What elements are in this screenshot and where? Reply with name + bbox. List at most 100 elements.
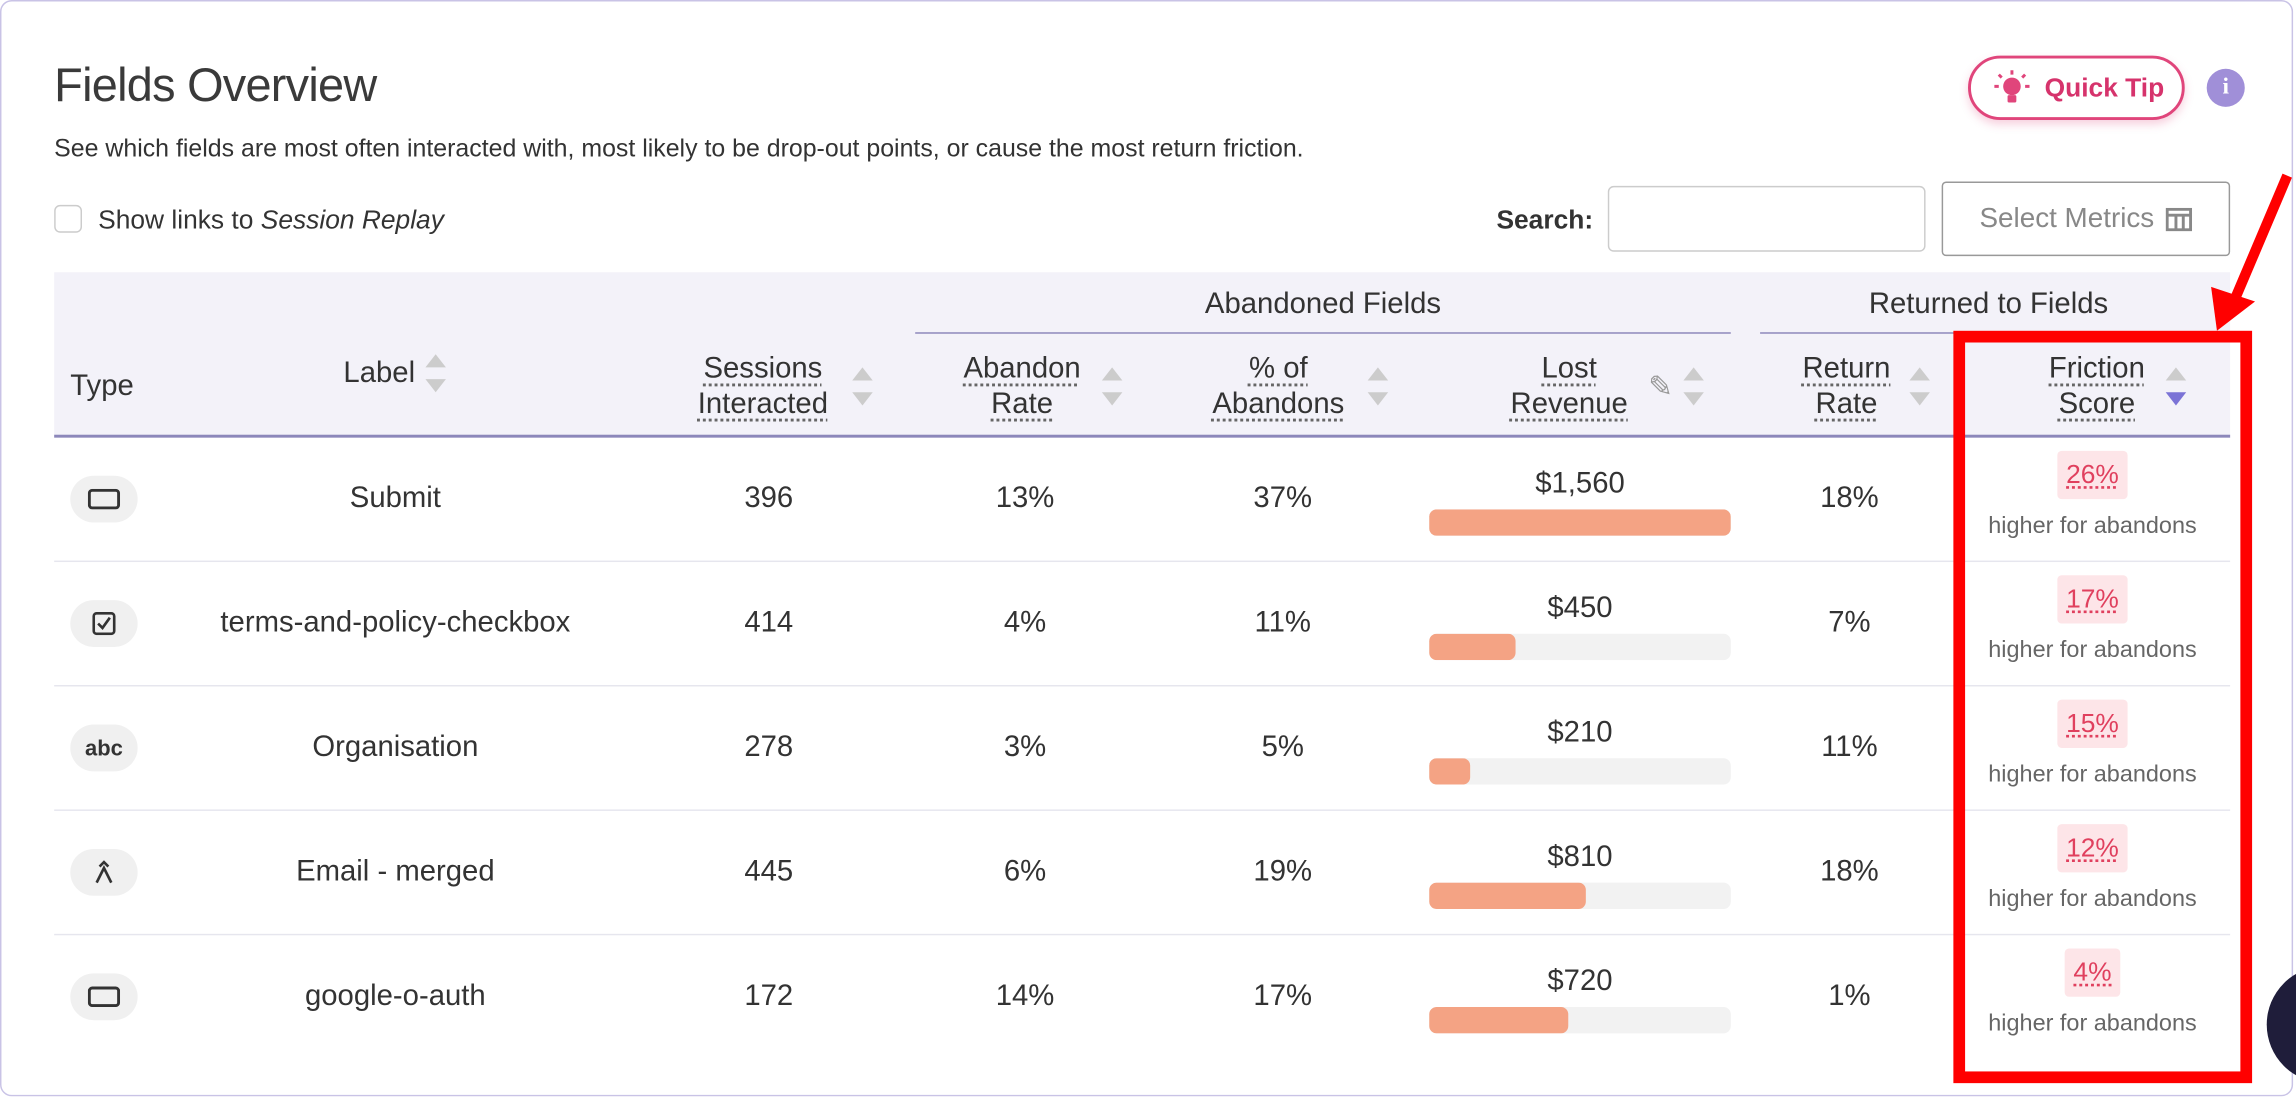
session-replay-option: Show links to Session Replay — [98, 205, 444, 236]
column-title: % of Abandons — [1212, 352, 1345, 421]
cell-label: Organisation — [312, 731, 479, 764]
sort-icon[interactable] — [1682, 364, 1705, 408]
cell-sessions: 396 — [744, 482, 794, 515]
option-text: Show links to — [98, 204, 254, 235]
lost-revenue: $1,560 — [1535, 467, 1625, 500]
column-title: Abandon Rate — [963, 352, 1081, 421]
lost-revenue: $210 — [1547, 716, 1613, 749]
description: See which fields are most often interact… — [54, 134, 1304, 163]
lost-revenue: $810 — [1547, 840, 1613, 874]
type-icon — [70, 848, 138, 896]
revenue-bar — [1429, 1007, 1569, 1034]
cell-return-rate: 18% — [1820, 482, 1879, 515]
sort-icon[interactable] — [1366, 364, 1389, 408]
column-title: Lost Revenue — [1510, 352, 1628, 421]
column-header: Label — [343, 351, 447, 395]
type-icon — [70, 600, 138, 647]
cell-sessions: 414 — [744, 606, 794, 639]
cell-label: Email - merged — [296, 855, 495, 888]
column-header: Friction Score — [2038, 351, 2187, 421]
select-metrics-button[interactable]: Select Metrics — [1941, 181, 2231, 257]
column-title: Friction Score — [2048, 352, 2145, 421]
friction-note: higher for abandons — [1988, 762, 2197, 788]
bar-track — [1429, 509, 1731, 536]
lost-revenue: $450 — [1547, 592, 1613, 625]
cell-abandon-rate: 6% — [1003, 855, 1047, 888]
cell-sessions: 278 — [744, 731, 794, 764]
cell-return-rate: 7% — [1828, 606, 1871, 639]
friction-score: 12% — [2057, 824, 2128, 873]
cell-label: Submit — [349, 482, 441, 515]
select-metrics-label: Select Metrics — [1979, 202, 2155, 234]
sort-icon[interactable] — [2164, 364, 2187, 408]
bar-track — [1429, 1007, 1731, 1034]
type-icon — [70, 475, 138, 523]
revenue-bar — [1429, 882, 1586, 909]
title: Fields Overview — [54, 58, 377, 112]
type-icon — [70, 973, 138, 1021]
column-header: Abandon Rate — [953, 351, 1124, 421]
type-icon: abc — [70, 724, 138, 772]
cell-label: google-o-auth — [304, 979, 486, 1013]
column-title: Sessions Interacted — [697, 352, 829, 421]
group-rule — [915, 332, 1731, 334]
bulb-icon — [1994, 70, 2030, 103]
cell-sessions: 445 — [744, 855, 794, 888]
friction-note: higher for abandons — [1988, 513, 2197, 539]
column-header: Sessions Interacted — [684, 351, 874, 421]
sort-icon[interactable] — [424, 351, 447, 395]
cell-pct-abandons: 5% — [1261, 731, 1304, 764]
cell-sessions: 172 — [744, 979, 794, 1013]
info-icon[interactable]: i — [2206, 68, 2245, 107]
search-label: Search: — [1496, 204, 1594, 235]
column-title: Type — [70, 370, 134, 403]
checkbox[interactable] — [54, 204, 83, 233]
sort-icon[interactable] — [851, 364, 874, 408]
cell-abandon-rate: 4% — [1003, 606, 1047, 639]
cell-return-rate: 18% — [1820, 855, 1879, 888]
friction-score: 26% — [2057, 450, 2128, 500]
group-header: Returned to Fields — [1868, 288, 2109, 321]
row-separator — [54, 685, 2231, 687]
revenue-bar — [1429, 633, 1517, 661]
cell-abandon-rate: 3% — [1003, 731, 1047, 764]
arrow-shaft — [2229, 173, 2292, 303]
cell-pct-abandons: 17% — [1253, 979, 1313, 1013]
lost-revenue: $720 — [1547, 965, 1613, 998]
quick-tip-label: Quick Tip — [2044, 72, 2165, 102]
sort-icon[interactable] — [1100, 364, 1123, 408]
column-header: Return Rate — [1794, 351, 1932, 421]
friction-note: higher for abandons — [1988, 1011, 2197, 1037]
column-header: Lost Revenue ✎ — [1499, 351, 1705, 421]
friction-note: higher for abandons — [1988, 638, 2197, 664]
sort-icon[interactable] — [1908, 364, 1931, 408]
row-separator — [54, 933, 2231, 936]
cell-pct-abandons: 19% — [1253, 855, 1313, 888]
bar-track — [1429, 882, 1731, 909]
edit-icon: ✎ — [1648, 371, 1673, 404]
column-header: % of Abandons — [1199, 351, 1389, 421]
quick-tip-button[interactable]: Quick Tip — [1968, 55, 2185, 121]
row-separator — [54, 809, 2231, 811]
cell-abandon-rate: 13% — [995, 482, 1055, 515]
cell-pct-abandons: 37% — [1253, 482, 1313, 515]
bar-track — [1429, 633, 1731, 661]
column-title: Label — [343, 357, 416, 390]
cell-return-rate: 1% — [1828, 979, 1871, 1013]
column-title: Return Rate — [1802, 352, 1891, 421]
option-link: Session Replay — [260, 204, 444, 235]
column-header: Type — [70, 369, 133, 404]
columns-icon — [2165, 207, 2193, 231]
row-separator — [54, 560, 2231, 563]
friction-note: higher for abandons — [1988, 887, 2197, 912]
highlight-box — [1953, 330, 2253, 1084]
search-input[interactable] — [1607, 185, 1926, 252]
group-header: Abandoned Fields — [1204, 288, 1442, 321]
cell-return-rate: 11% — [1821, 731, 1878, 764]
friction-score: 15% — [2057, 699, 2128, 748]
revenue-bar — [1429, 758, 1470, 785]
friction-score: 4% — [2064, 948, 2121, 997]
